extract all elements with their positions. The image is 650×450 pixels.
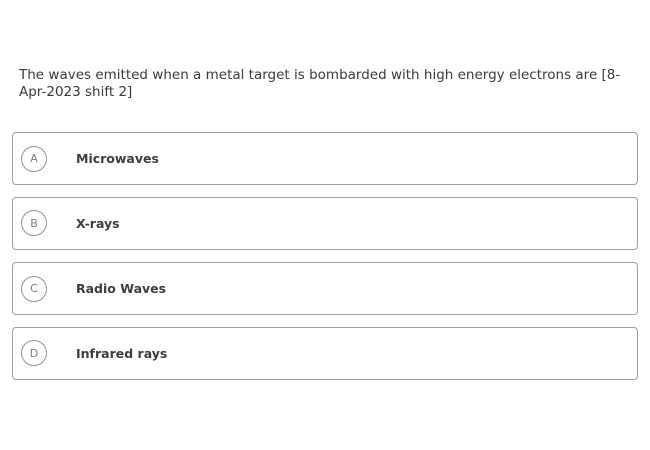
option-d[interactable]: D Infrared rays — [12, 326, 638, 380]
option-d-label: Infrared rays — [76, 345, 168, 361]
option-c-label: Radio Waves — [76, 281, 167, 296]
option-c[interactable]: C Radio Waves — [12, 262, 638, 315]
option-b[interactable]: B X-rays — [12, 196, 638, 250]
options-list: A Microwaves B X-rays C Radio Waves D In… — [12, 132, 638, 391]
option-b-letter-badge: B — [21, 210, 47, 236]
option-a-letter-badge: A — [21, 145, 47, 172]
option-a[interactable]: A Microwaves — [12, 132, 638, 185]
option-d-letter-badge: D — [21, 340, 47, 366]
question-text: The waves emitted when a metal target is… — [19, 67, 621, 100]
option-b-label: X-rays — [76, 215, 120, 231]
option-c-letter-badge: C — [21, 275, 47, 302]
option-a-label: Microwaves — [76, 151, 159, 166]
